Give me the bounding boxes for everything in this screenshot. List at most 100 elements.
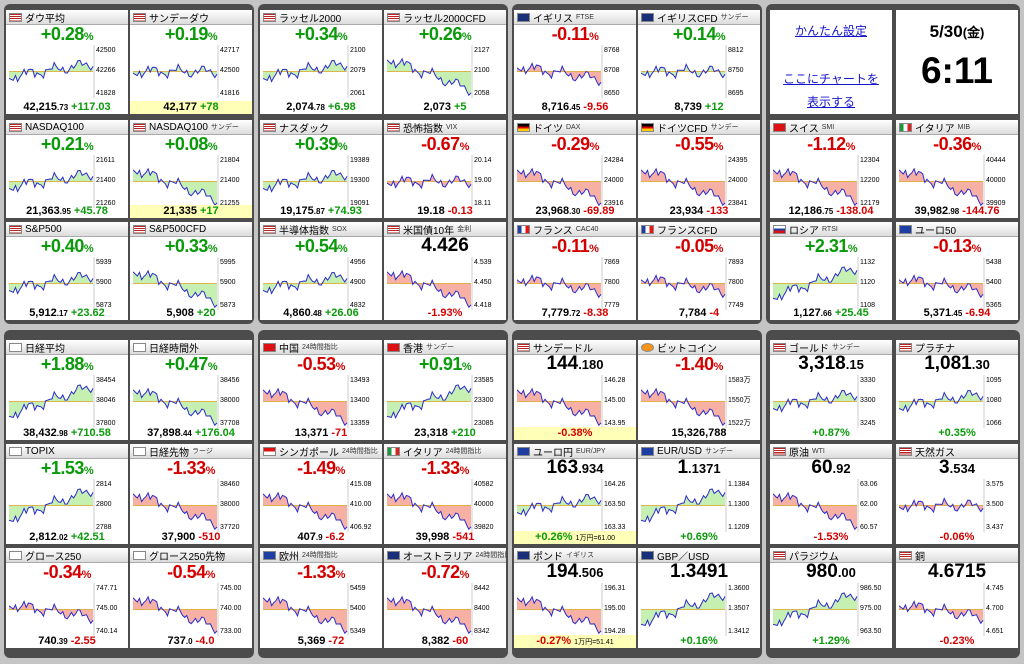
mini-chart: 21804 21400 21255 bbox=[133, 155, 240, 208]
quote-card-nasdaq100[interactable]: NASDAQ100 +0.21% 21611 21400 21260 21,363.95 +… bbox=[6, 120, 128, 218]
quote-card-platinum[interactable]: プラチナ 1,081.30 1095 1080 1066 +0.35% bbox=[896, 340, 1018, 440]
quote-card-uk[interactable]: イギリス FTSE -0.11% 8768 8708 8650 8,716.45 -9.56 bbox=[514, 10, 636, 114]
price-diff: -60 bbox=[452, 635, 469, 647]
quote-card-eurusd[interactable]: EUR/USD サンデー 1.1371 1.1384 1.1300 1.1209 +0.69… bbox=[638, 444, 760, 544]
card-footer: 2,074.78 +6.98 bbox=[260, 101, 382, 114]
change-percent: -0.53% bbox=[297, 354, 345, 374]
card-title: GBP／USD bbox=[657, 551, 710, 563]
quote-card-singapore[interactable]: シンガポール 24時間指比 -1.49% 415.08 410.00 406.92 407.… bbox=[260, 444, 382, 544]
quote-card-china[interactable]: 中国 24時間指比 -0.53% 13493 13400 13359 13,371 -71 bbox=[260, 340, 382, 440]
current-value: 1.1371 bbox=[638, 457, 760, 479]
change-value: -0.72 bbox=[421, 562, 460, 582]
quote-card-italy[interactable]: イタリア MIB -0.36% 40444 40000 39909 39,982.98 -14… bbox=[896, 120, 1018, 218]
quote-card-growth250[interactable]: グロース250 -0.34% 747.71 745.00 740.14 740.39 -2.… bbox=[6, 548, 128, 648]
quote-card-russia[interactable]: ロシア RTSI +2.31% 1132 1120 1108 1,127.66 +25.45 bbox=[770, 222, 892, 320]
quote-card-swiss[interactable]: スイス SMI -1.12% 12304 12200 12179 12,186.75 -138… bbox=[770, 120, 892, 218]
quote-card-ukcfd[interactable]: イギリスCFD サンデー +0.14% 8812 8750 8695 8,739 +12 bbox=[638, 10, 760, 114]
quote-card-nasdaq[interactable]: ナスダック +0.39% 19389 19300 19091 19,175.87 +74.9… bbox=[260, 120, 382, 218]
chart-area bbox=[263, 272, 347, 294]
card-header: ユーロ50 bbox=[896, 222, 1018, 237]
quote-card-growth250fut[interactable]: グロース250先物 -0.54% 745.00 740.00 733.00 737.0 -4… bbox=[130, 548, 252, 648]
quote-card-europe[interactable]: 欧州 24時間指比 -1.33% 5459 5400 5349 5,369 -72 bbox=[260, 548, 382, 648]
quote-card-eurjpy[interactable]: ユーロ円 EUR/JPY 163.934 164.26 163.50 163.33 +0.2… bbox=[514, 444, 636, 544]
mini-chart: 42500 42266 41828 bbox=[9, 45, 116, 98]
quote-card-topix[interactable]: TOPIX +1.53% 2814 2800 2788 2,812.02 +42.51 bbox=[6, 444, 128, 544]
price: 4,860.48 bbox=[283, 307, 322, 319]
y-tick-label: 24395 bbox=[728, 157, 748, 164]
y-tick-label: 24000 bbox=[728, 177, 748, 184]
price: 1,127.66 bbox=[793, 307, 832, 319]
price: 38,432.98 bbox=[23, 427, 68, 439]
chart-area bbox=[773, 492, 857, 530]
y-tick-label: 39909 bbox=[986, 200, 1006, 207]
quote-card-natgas[interactable]: 天然ガス 3.534 3.575 3.500 3.437 -0.06% bbox=[896, 444, 1018, 544]
show-chart-link-line1[interactable]: ここにチャートを bbox=[783, 72, 879, 86]
quote-card-gold[interactable]: ゴールド サンデー 3,318.15 3330 3300 3245 +0.87% bbox=[770, 340, 892, 440]
quote-card-hongkong[interactable]: 香港 サンデー +0.91% 23585 23300 23085 23,318 +210 bbox=[384, 340, 506, 440]
price-diff: +176.04 bbox=[194, 427, 235, 439]
mini-chart: 7869 7800 7779 bbox=[517, 257, 620, 310]
y-tick-label: 23916 bbox=[604, 200, 624, 207]
card-footer: 15,326,788 bbox=[638, 427, 760, 440]
card-subtitle: 24時間指比 bbox=[475, 552, 507, 559]
quote-card-nikkeiext[interactable]: 日経時間外 +0.47% 38456 38000 37708 37,898.44 +176.… bbox=[130, 340, 252, 440]
mini-chart: 1.1384 1.1300 1.1209 bbox=[641, 479, 750, 532]
quote-card-bitcoin[interactable]: ビットコイン -1.40% 1583万 1550万 1522万 15,326,788 bbox=[638, 340, 760, 440]
price-line bbox=[387, 173, 472, 190]
mini-chart: 747.71 745.00 740.14 bbox=[9, 583, 118, 636]
card-header: オーストラリア24時間指比 bbox=[384, 548, 506, 563]
value-int: 144 bbox=[546, 353, 579, 374]
quote-card-sp500cfd[interactable]: S&P500CFD +0.33% 5995 5900 5873 5,908 +20 bbox=[130, 222, 252, 320]
chart-area bbox=[387, 58, 471, 96]
card-title: 欧州 bbox=[279, 551, 299, 563]
quick-settings-link[interactable]: かんたん設定 bbox=[794, 24, 867, 38]
card-footer: 8,739 +12 bbox=[638, 101, 760, 114]
change-percent: -0.05% bbox=[675, 236, 723, 256]
quote-card-us10y[interactable]: 米国債10年 金利 4.426 4.539 4.450 4.418 -1.93% bbox=[384, 222, 506, 320]
change-value: +0.39 bbox=[294, 134, 339, 154]
card-header: ダウ平均 bbox=[6, 10, 128, 25]
quote-card-sox[interactable]: 半導体指数 SOX +0.54% 4956 4900 4832 4,860.48 +26.06 bbox=[260, 222, 382, 320]
quote-card-gbpjpy[interactable]: ポンド イギリス 194.506 196.31 195.00 194.28 -0.27% 1万… bbox=[514, 548, 636, 648]
card-footer: 5,912.17 +23.62 bbox=[6, 307, 128, 320]
quote-card-russell2000[interactable]: ラッセル2000 +0.34% 2100 2079 2061 2,074.78 +6.98 bbox=[260, 10, 382, 114]
chart-area bbox=[517, 596, 601, 634]
quote-card-palladium[interactable]: パラジウム 980.00 986.50 975.00 963.50 +1.29% bbox=[770, 548, 892, 648]
quote-card-nasdaq100sun[interactable]: NASDAQ100 サンデー +0.08% 21804 21400 21255 21,335… bbox=[130, 120, 252, 218]
price-diff: -0.13 bbox=[447, 205, 473, 217]
price: 8,382 bbox=[421, 635, 450, 647]
quote-card-russell2000cfd[interactable]: ラッセル2000CFD +0.26% 2127 2100 2058 2,073 +5 bbox=[384, 10, 506, 114]
quote-card-francecfd[interactable]: フランスCFD -0.05% 7893 7800 7749 7,784 -4 bbox=[638, 222, 760, 320]
quote-card-italy24[interactable]: イタリア 24時間指比 -1.33% 40582 40000 39820 39,998 -54… bbox=[384, 444, 506, 544]
quote-card-sunusdjpy[interactable]: サンデードル 144.180 146.28 145.00 143.95 -0.38% bbox=[514, 340, 636, 440]
show-chart-link-line2[interactable]: 表示する bbox=[806, 95, 855, 109]
price-line bbox=[773, 592, 858, 628]
quote-card-sun-dow[interactable]: サンデーダウ +0.19% 42717 42500 41816 42,177 +78 bbox=[130, 10, 252, 114]
quote-card-dow[interactable]: ダウ平均 +0.28% 42500 42266 41828 42,215.73 +117.0… bbox=[6, 10, 128, 114]
quote-card-vix[interactable]: 恐怖指数 VIX -0.67% 20.14 19.00 18.11 19.18 -0.13 bbox=[384, 120, 506, 218]
change-value: +0.14 bbox=[672, 24, 717, 44]
quote-card-euro50[interactable]: ユーロ50 -0.13% 5438 5400 5365 5,371.45 -6.94 bbox=[896, 222, 1018, 320]
quote-card-sp500[interactable]: S&P500 +0.40% 5939 5900 5873 5,912.17 +23.62 bbox=[6, 222, 128, 320]
change-value: +0.54 bbox=[294, 236, 339, 256]
quote-card-crude[interactable]: 原油 WTI 60.92 63.06 62.00 60.57 -1.53% bbox=[770, 444, 892, 544]
card-title: S&P500CFD bbox=[149, 223, 207, 235]
quote-card-france[interactable]: フランス CAC40 -0.11% 7869 7800 7779 7,779.72 -8.38 bbox=[514, 222, 636, 320]
quote-card-nikkei[interactable]: 日経平均 +1.88% 38454 38046 37800 38,432.98 +710.5… bbox=[6, 340, 128, 440]
card-subtitle: FTSE bbox=[576, 13, 594, 21]
change-value: -1.12 bbox=[807, 134, 846, 154]
quote-card-germanycfd[interactable]: ドイツCFD サンデー -0.55% 24395 24000 23841 23,934 -13… bbox=[638, 120, 760, 218]
value-int: 1,081 bbox=[924, 353, 972, 374]
quote-card-germany[interactable]: ドイツ DAX -0.29% 24284 24000 23916 23,968.30 -69.… bbox=[514, 120, 636, 218]
change-value: +0.26 bbox=[418, 24, 463, 44]
quote-card-nikkeifut[interactable]: 日経先物 ラージ -1.33% 38460 38000 37720 37,900 -510 bbox=[130, 444, 252, 544]
change-percent: +0.91% bbox=[418, 354, 472, 374]
chart-area bbox=[773, 390, 857, 412]
change-percent: +0.54% bbox=[294, 236, 348, 256]
quote-card-copper[interactable]: 銅 4.6715 4.745 4.700 4.651 -0.23% bbox=[896, 548, 1018, 648]
value-dec: .1371 bbox=[688, 461, 721, 476]
y-tick-label: 745.00 bbox=[220, 585, 242, 592]
value-dec: .180 bbox=[578, 357, 604, 372]
quote-card-gbpusd[interactable]: GBP／USD 1.3491 1.3600 1.3507 1.3412 +0.16% bbox=[638, 548, 760, 648]
